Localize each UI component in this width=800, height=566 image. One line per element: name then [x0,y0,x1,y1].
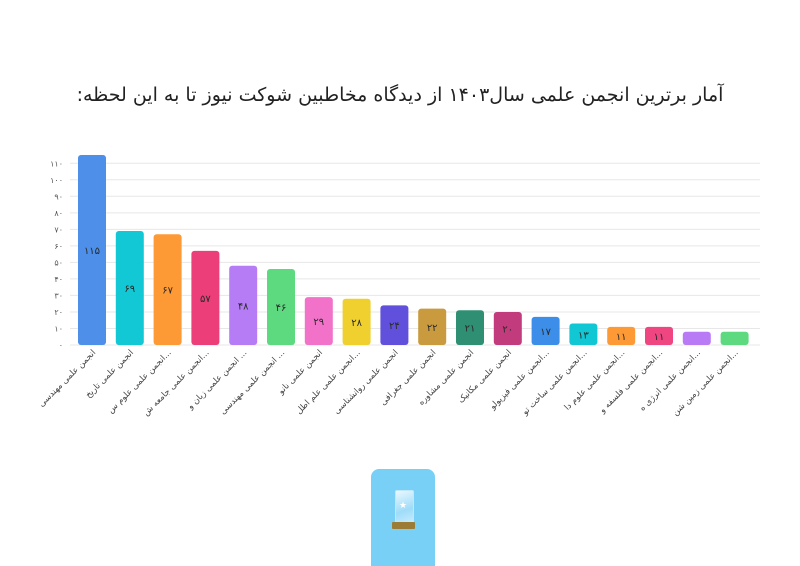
grid-lines [70,162,760,346]
y-tick-label: ۸۰ [54,209,63,218]
y-tick-label: ۱۰ [54,324,63,333]
bar-value-label: ۲۸ [351,318,362,329]
bar-value-label: ۶۹ [124,284,135,295]
bar-value-label: ۱۱۵ [84,246,100,257]
y-tick-label: ۰ [59,341,63,350]
y-axis-ticks: ۰ ۱۰ ۲۰ ۳۰ ۴۰ ۵۰ ۶۰ ۷۰ ۸۰ ۹۰ ۱۰۰ ۱۱۰ [50,159,63,350]
y-tick-label: ۹۰ [54,192,63,201]
bar[interactable] [380,305,409,345]
x-tick-label: انجمن علمی مهندسی [37,348,98,409]
bar[interactable] [304,297,333,345]
x-tick-label: انجمن علمی روانشناسی [332,348,400,416]
bar[interactable] [418,308,447,345]
star-icon: ★ [399,501,408,511]
bar[interactable] [493,311,522,345]
bar-value-label: ۲۹ [313,317,324,328]
bar[interactable] [607,326,636,345]
bar[interactable] [456,310,484,345]
bar-value-label: ۱۳ [578,330,589,341]
bar-value-label: ۱۱ [654,332,665,343]
bar[interactable] [153,234,182,345]
bar[interactable] [78,155,106,345]
bar-value-label: ۱۱ [616,332,627,343]
x-tick-label: انجمن علمی علوم س... [106,348,174,416]
bar[interactable] [191,250,220,345]
bar-value-label: ۲۲ [427,323,438,334]
y-tick-label: ۴۰ [54,275,63,284]
bar-value-label: ۶۷ [162,286,173,297]
bar[interactable] [569,323,598,345]
y-tick-label: ۱۰۰ [50,176,63,185]
bar[interactable] [531,316,560,345]
bar-value-label: ۱۷ [540,327,551,338]
y-tick-label: ۶۰ [54,242,63,251]
bar[interactable] [115,231,144,345]
y-tick-label: ۱۱۰ [50,159,63,168]
value-labels: ۱۱۵ ۶۹ ۶۷ ۵۷ ۴۸ ۴۶ ۲۹ ۲۸ ۲۴ ۲۲ ۲۱ ۲۰ ۱۷ ۱۳ ۱۱ ۱۱ [84,246,664,343]
bar-value-label: ۴۸ [238,301,249,312]
x-tick-label: انجمن علمی فلسفه و... [597,348,665,416]
trophy-thumbnail: ★ [371,469,435,566]
bar-value-label: ۵۷ [200,294,211,305]
x-tick-label: انجمن علمی علم اطل... [294,348,362,416]
bar[interactable] [720,331,749,345]
chart-title: آمار برترین انجمن علمی سال۱۴۰۳ از دیدگاه… [76,84,724,106]
bar-value-label: ۴۶ [276,303,287,314]
bar[interactable] [682,331,711,345]
bar[interactable] [342,298,371,345]
bar-value-label: ۲۱ [465,324,476,335]
bars [78,155,749,345]
x-tick-label: انجمن علمی مهندسی ... [218,348,287,417]
bar-value-label: ۲۴ [389,321,400,332]
x-tick-label: انجمن علمی ساخت تو... [520,348,590,418]
x-tick-label: انجمن علمی زمین شن... [671,348,741,418]
y-tick-label: ۲۰ [54,308,63,317]
bar[interactable] [229,265,258,345]
y-tick-label: ۷۰ [54,225,63,234]
bar-value-label: ۲۰ [502,324,513,335]
bar[interactable] [645,326,673,345]
x-tick-label: انجمن علمی جامعه ش... [141,348,211,418]
y-tick-label: ۵۰ [54,258,63,267]
trophy-base [392,522,415,529]
y-tick-label: ۳۰ [54,291,63,300]
bar[interactable] [267,269,295,345]
